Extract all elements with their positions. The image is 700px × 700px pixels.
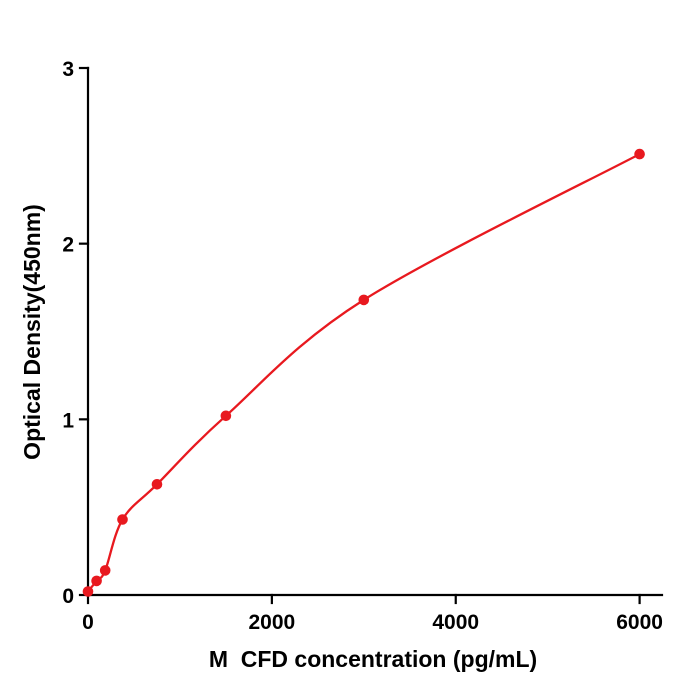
fit-curve xyxy=(86,152,641,593)
x-axis-title: M CFD concentration (pg/mL) xyxy=(209,646,537,672)
x-tick-label: 6000 xyxy=(616,611,663,634)
y-tick-label: 3 xyxy=(62,58,74,81)
data-point xyxy=(358,294,370,306)
y-axis-title: Optical Density(450nm) xyxy=(19,204,45,460)
data-point xyxy=(82,586,94,597)
x-axis-ticks: 0 2000 4000 6000 xyxy=(82,593,663,634)
data-point xyxy=(99,565,111,576)
x-tick-label: 2000 xyxy=(249,611,296,634)
x-tick-label: 0 xyxy=(82,611,94,634)
y-tick-label: 0 xyxy=(62,585,74,608)
y-tick-label: 1 xyxy=(62,409,74,432)
points-group xyxy=(82,148,645,597)
curve-group xyxy=(86,152,641,593)
data-point xyxy=(151,479,163,490)
data-point xyxy=(634,148,645,160)
axes-group xyxy=(86,66,664,597)
x-tick-label: 4000 xyxy=(432,611,479,634)
data-point xyxy=(117,514,128,525)
y-axis-ticks: 0 1 2 3 xyxy=(62,58,90,608)
y-tick-label: 2 xyxy=(62,234,74,257)
data-point xyxy=(220,410,232,422)
data-point xyxy=(91,575,102,587)
